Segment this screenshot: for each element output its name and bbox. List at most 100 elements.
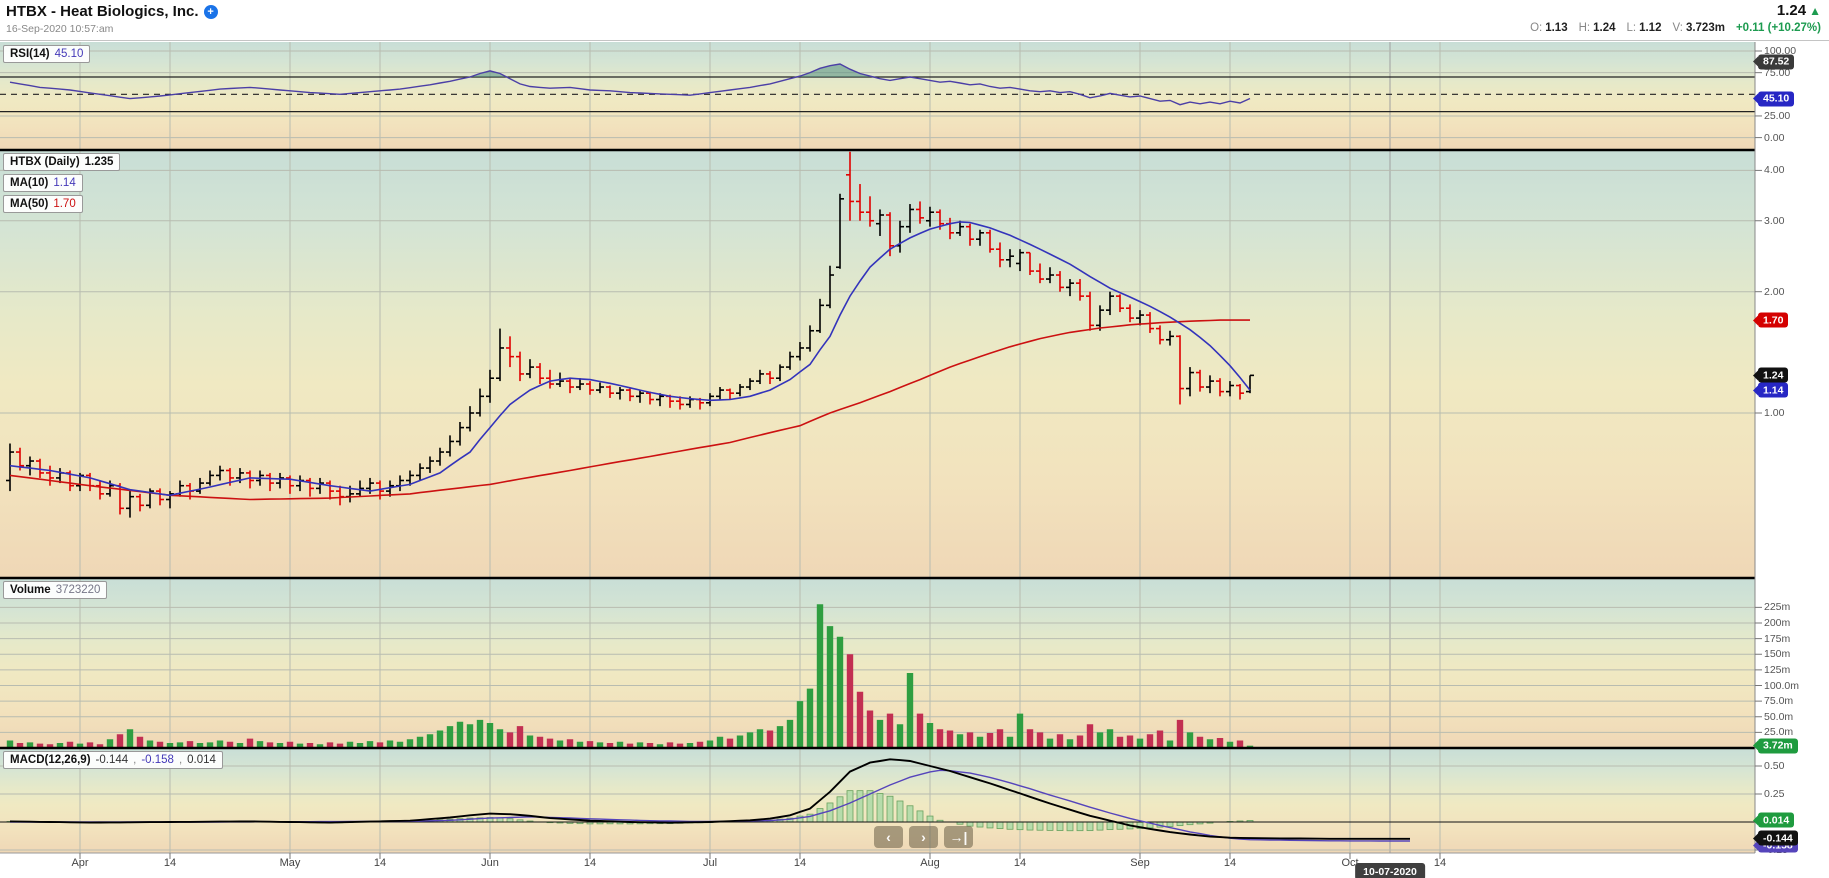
volume-bar — [696, 741, 704, 748]
volume-bar — [1096, 732, 1104, 748]
volume-bar — [866, 710, 874, 748]
volume-bar — [616, 741, 624, 748]
macd-hist-value: 0.014 — [187, 754, 216, 766]
macd-histogram-bar — [1106, 821, 1114, 831]
volume-panel-value: 3723220 — [55, 584, 101, 596]
volume-bar — [686, 743, 694, 748]
volume-bar — [946, 730, 954, 748]
volume-value: 3.723m — [1685, 22, 1725, 34]
volume-bar — [956, 734, 964, 748]
macd-histogram-bar — [986, 821, 994, 829]
macd-histogram-bar — [1016, 821, 1024, 831]
volume-bar — [176, 742, 184, 748]
volume-bar — [1236, 740, 1244, 748]
volume-bar — [896, 724, 904, 748]
volume-bar — [46, 744, 54, 748]
header-left: HTBX - Heat Biologics, Inc. + 16-Sep-2020… — [6, 3, 218, 35]
volume-bar — [96, 744, 104, 748]
macd-histogram-bar — [826, 802, 834, 823]
ma10-legend: MA(10) 1.14 — [3, 174, 83, 192]
volume-bar — [406, 739, 414, 748]
volume-panel-label: Volume — [10, 584, 51, 596]
volume-bar — [546, 738, 554, 748]
volume-bar — [586, 741, 594, 748]
volume-bar — [216, 740, 224, 748]
macd-histogram-bar — [1076, 821, 1084, 832]
macd-histogram-bar — [846, 790, 854, 823]
volume-bar — [226, 741, 234, 748]
volume-bar — [246, 738, 254, 748]
volume-bar — [76, 743, 84, 748]
macd-histogram-bar — [886, 795, 894, 823]
volume-panel-background — [0, 578, 1755, 748]
volume-bar — [36, 743, 44, 748]
volume-bar — [796, 701, 804, 748]
volume-bar — [926, 723, 934, 748]
high-label: H: — [1578, 22, 1591, 34]
macd-histogram-bar — [1166, 821, 1174, 827]
volume-bar — [606, 743, 614, 748]
volume-bar — [936, 729, 944, 748]
volume-bar — [326, 742, 334, 748]
macd-histogram-bar — [1176, 821, 1184, 826]
header: HTBX - Heat Biologics, Inc. + 16-Sep-2020… — [0, 0, 1829, 40]
add-symbol-icon[interactable]: + — [203, 5, 218, 19]
macd-histogram-bar — [1086, 821, 1094, 832]
volume-bar — [986, 733, 994, 748]
volume-bar — [156, 741, 164, 748]
volume-bar — [146, 740, 154, 748]
volume-bar — [726, 738, 734, 748]
last-price: 1.24 — [1776, 2, 1807, 19]
panel-divider — [0, 576, 1755, 580]
volume-bar — [86, 742, 94, 748]
last-price-line: 1.24 ▲ — [1530, 2, 1821, 19]
volume-bar — [1186, 732, 1194, 748]
volume-bar — [196, 743, 204, 748]
macd-histogram-bar — [876, 793, 884, 823]
volume-bar — [1116, 736, 1124, 748]
volume-bar — [436, 730, 444, 748]
macd-histogram-bar — [816, 808, 824, 823]
macd-histogram-bar — [856, 790, 864, 823]
volume-bar — [426, 734, 434, 748]
volume-bar — [466, 724, 474, 748]
low-label: L: — [1626, 22, 1637, 34]
volume-bar — [296, 743, 304, 748]
volume-bar — [26, 742, 34, 748]
volume-bar — [566, 739, 574, 748]
chart-nav-buttons: ‹ › →| — [874, 826, 973, 848]
high-value: 1.24 — [1593, 22, 1616, 34]
macd-histogram-bar — [1006, 821, 1014, 830]
price-legend: HTBX (Daily) 1.235 — [3, 153, 121, 171]
rsi-label: RSI(14) — [10, 48, 50, 60]
macd-histogram-bar — [1056, 821, 1064, 831]
volume-bar — [1156, 730, 1164, 748]
scroll-to-end-button[interactable]: →| — [944, 826, 973, 848]
volume-bar — [276, 743, 284, 748]
volume-bar — [306, 743, 314, 748]
volume-bar — [996, 729, 1004, 748]
macd-signal-value: -0.158 — [141, 754, 174, 766]
macd-histogram-bar — [1036, 821, 1044, 831]
volume-bar — [396, 741, 404, 748]
volume-bar — [536, 736, 544, 748]
macd-histogram-bar — [1096, 821, 1104, 831]
volume-bar — [1106, 729, 1114, 748]
volume-bar — [356, 743, 364, 748]
volume-bar — [346, 741, 354, 748]
volume-bar — [646, 743, 654, 748]
macd-histogram-bar — [1046, 821, 1054, 831]
date-tooltip: 10-07-2020 — [1355, 863, 1425, 878]
volume-bar — [446, 726, 454, 748]
volume-bar — [116, 734, 124, 748]
volume-bar — [656, 744, 664, 748]
volume-bar — [636, 742, 644, 748]
volume-bar — [496, 729, 504, 748]
scroll-right-button[interactable]: › — [909, 826, 938, 848]
scroll-left-button[interactable]: ‹ — [874, 826, 903, 848]
volume-bar — [486, 723, 494, 748]
macd-separator-1: , — [133, 754, 137, 766]
ohlcv-line: O: 1.13 H: 1.24 L: 1.12 V: 3.723m +0.11 (+10.27%… — [1530, 22, 1821, 34]
macd-line — [9, 758, 1410, 840]
macd-histogram-bar — [906, 805, 914, 823]
